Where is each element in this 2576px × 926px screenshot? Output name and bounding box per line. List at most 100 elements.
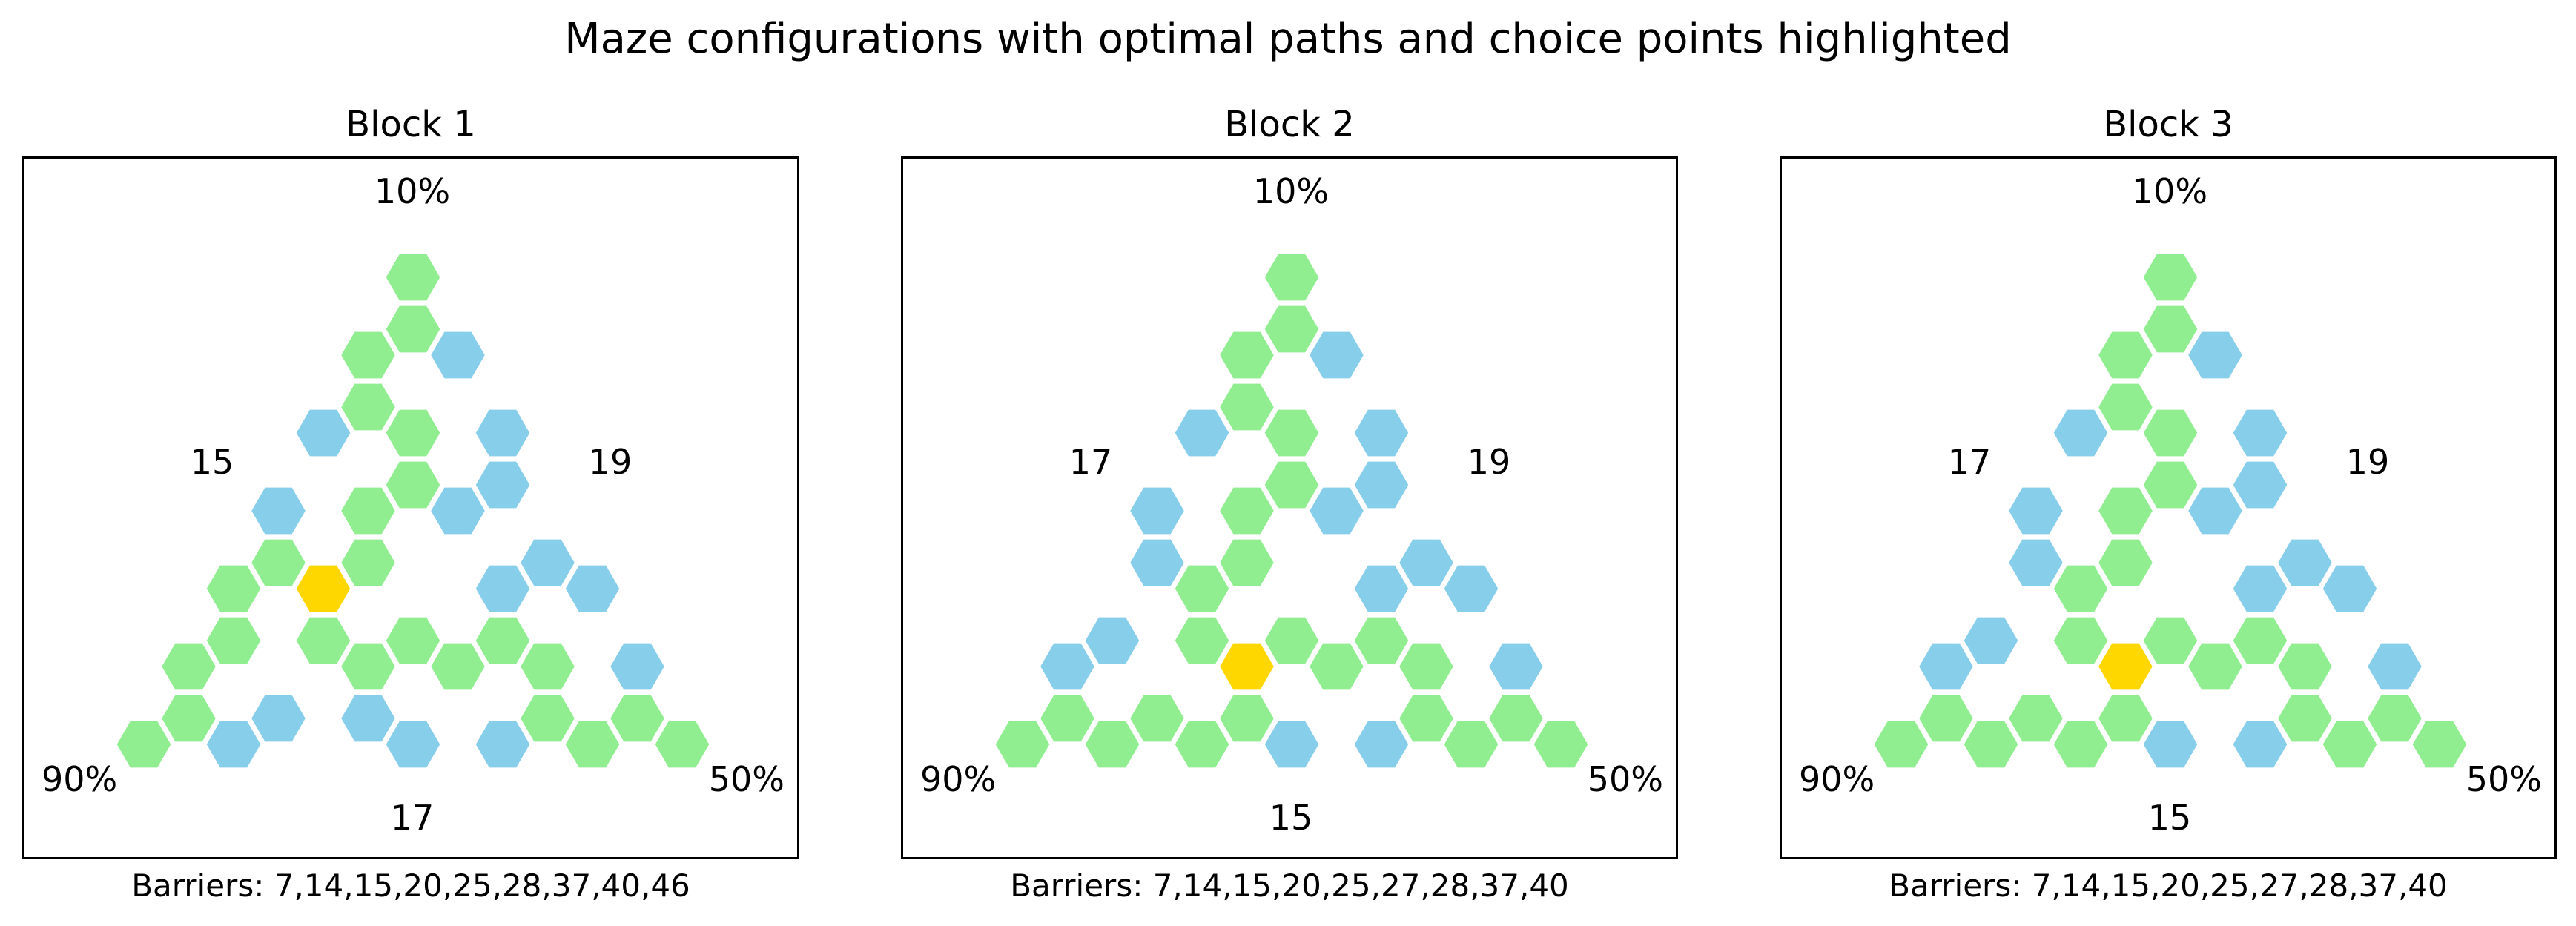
- block-3-path-hex: [2275, 692, 2335, 744]
- block-3-path-hex: [2185, 641, 2245, 692]
- block-2-path-hex: [1217, 537, 1277, 589]
- block-2-barrier-hex: [1352, 407, 1411, 459]
- block-1-barrier-hex: [338, 692, 398, 744]
- block-3-barrier-hex: [2185, 329, 2245, 381]
- block-3-path-hex: [2051, 718, 2110, 770]
- block-1-barrier-hex: [248, 692, 308, 744]
- block-1-path-hex: [563, 718, 622, 770]
- block-1-barrier-hex: [383, 718, 443, 770]
- block-1-barrier-hex: [473, 563, 532, 615]
- block-3-path-hex: [1916, 692, 1976, 744]
- block-2-title: Block 2: [1224, 104, 1355, 145]
- block-3-label-top: 10%: [2132, 171, 2207, 211]
- figure-title: Maze configurations with optimal paths a…: [564, 15, 2012, 63]
- block-1-barrier-hex: [473, 407, 532, 459]
- block-3-path-hex: [2006, 692, 2066, 744]
- block-1-label-bottom: 17: [391, 798, 435, 838]
- block-3-maze-panel: 10% 90% 50% 17 19 15: [1780, 156, 2557, 859]
- block-1-barrier-hex: [428, 329, 488, 381]
- block-2-path-hex: [1172, 563, 1232, 615]
- block-3-path-hex: [2141, 615, 2200, 667]
- block-2-path-hex: [993, 718, 1052, 770]
- block-2-path-hex: [1172, 718, 1232, 770]
- block-2-barrier-hex: [1352, 718, 1411, 770]
- block-1-barrier-hex: [473, 718, 532, 770]
- block-2-barriers-caption: Barriers: 7,14,15,20,25,27,28,37,40: [1010, 867, 1569, 904]
- block-1-barrier-hex: [248, 485, 308, 537]
- block-1-path-hex: [383, 303, 443, 355]
- block-2-label-bottom-left: 90%: [920, 759, 996, 799]
- block-2-label-right: 19: [1467, 442, 1511, 482]
- block-2-barrier-hex: [1441, 563, 1501, 615]
- block-1-choice-point-hex: [294, 563, 353, 615]
- block-1-maze-panel: 10% 90% 50% 15 19 17: [22, 156, 799, 859]
- block-2-path-hex: [1441, 718, 1501, 770]
- block-2-path-hex: [1037, 692, 1097, 744]
- block-1-path-hex: [338, 641, 398, 692]
- block-3-barrier-hex: [2006, 537, 2066, 589]
- block-2-label-top: 10%: [1253, 171, 1329, 211]
- block-3-label-bottom-right: 50%: [2466, 759, 2542, 799]
- block-2-path-hex: [1217, 381, 1277, 433]
- block-1-barrier-hex: [563, 563, 622, 615]
- block-3-path-hex: [2096, 485, 2156, 537]
- block-1-title: Block 1: [346, 104, 476, 145]
- block-1-path-hex: [383, 615, 443, 667]
- block-1-path-hex: [473, 615, 532, 667]
- block-2-maze: 10% 90% 50% 17 19 15: [920, 171, 1663, 838]
- block-2-maze-panel: 10% 90% 50% 17 19 15: [901, 156, 1678, 859]
- block-3-barrier-hex: [2051, 407, 2110, 459]
- block-2-label-bottom: 15: [1269, 798, 1313, 838]
- block-1-barrier-hex: [518, 537, 578, 589]
- block-1-path-hex: [518, 692, 578, 744]
- block-2-barrier-hex: [1127, 485, 1187, 537]
- block-3-path-hex: [1961, 718, 2021, 770]
- block-1-path-hex: [294, 615, 353, 667]
- block-3-title: Block 3: [2103, 104, 2233, 145]
- block-3-label-bottom-left: 90%: [1799, 759, 1875, 799]
- block-3-path-hex: [2051, 563, 2110, 615]
- block-2-path-hex: [1083, 718, 1142, 770]
- block-1-path-hex: [383, 459, 443, 511]
- block-2-path-hex: [1172, 615, 1232, 667]
- block-2-barrier-hex: [1037, 641, 1097, 692]
- block-3-label-bottom: 15: [2148, 798, 2192, 838]
- block-1-path-hex: [383, 251, 443, 303]
- block-1-path-hex: [114, 718, 174, 770]
- block-2-path-hex: [1217, 329, 1277, 381]
- block-1-label-bottom-left: 90%: [42, 759, 117, 799]
- block-1-path-hex: [518, 641, 578, 692]
- block-1-path-hex: [159, 641, 219, 692]
- block-1-maze: 10% 90% 50% 15 19 17: [42, 171, 785, 838]
- block-2-choice-point-hex: [1217, 641, 1277, 692]
- block-2-path-hex: [1262, 459, 1321, 511]
- block-2-path-hex: [1262, 407, 1321, 459]
- block-2-barrier-hex: [1307, 329, 1367, 381]
- block-1-label-left: 15: [191, 442, 234, 482]
- block-1-label-top: 10%: [374, 171, 450, 211]
- block-3-barrier-hex: [2006, 485, 2066, 537]
- block-3-path-hex: [2275, 641, 2335, 692]
- block-3-label-left: 17: [1948, 442, 1992, 482]
- block-1-barrier-hex: [204, 718, 263, 770]
- block-2-barrier-hex: [1396, 537, 1456, 589]
- block-2-barrier-hex: [1262, 718, 1321, 770]
- block-2-path-hex: [1352, 615, 1411, 667]
- block-3-path-hex: [2141, 407, 2200, 459]
- block-3-path-hex: [2096, 537, 2156, 589]
- block-3-barrier-hex: [2365, 641, 2425, 692]
- block-3-barrier-hex: [2230, 459, 2290, 511]
- block-3-path-hex: [2141, 251, 2200, 303]
- block-3-path-hex: [2096, 329, 2156, 381]
- block-2-label-bottom-right: 50%: [1588, 759, 1663, 799]
- block-3-path-hex: [2141, 459, 2200, 511]
- block-1-path-hex: [338, 485, 398, 537]
- block-3-path-hex: [2320, 718, 2380, 770]
- block-3-path-hex: [2141, 303, 2200, 355]
- block-3-barrier-hex: [2185, 485, 2245, 537]
- block-1-path-hex: [383, 407, 443, 459]
- block-1-label-bottom-right: 50%: [709, 759, 785, 799]
- block-2-barrier-hex: [1127, 537, 1187, 589]
- block-2-path-hex: [1396, 641, 1456, 692]
